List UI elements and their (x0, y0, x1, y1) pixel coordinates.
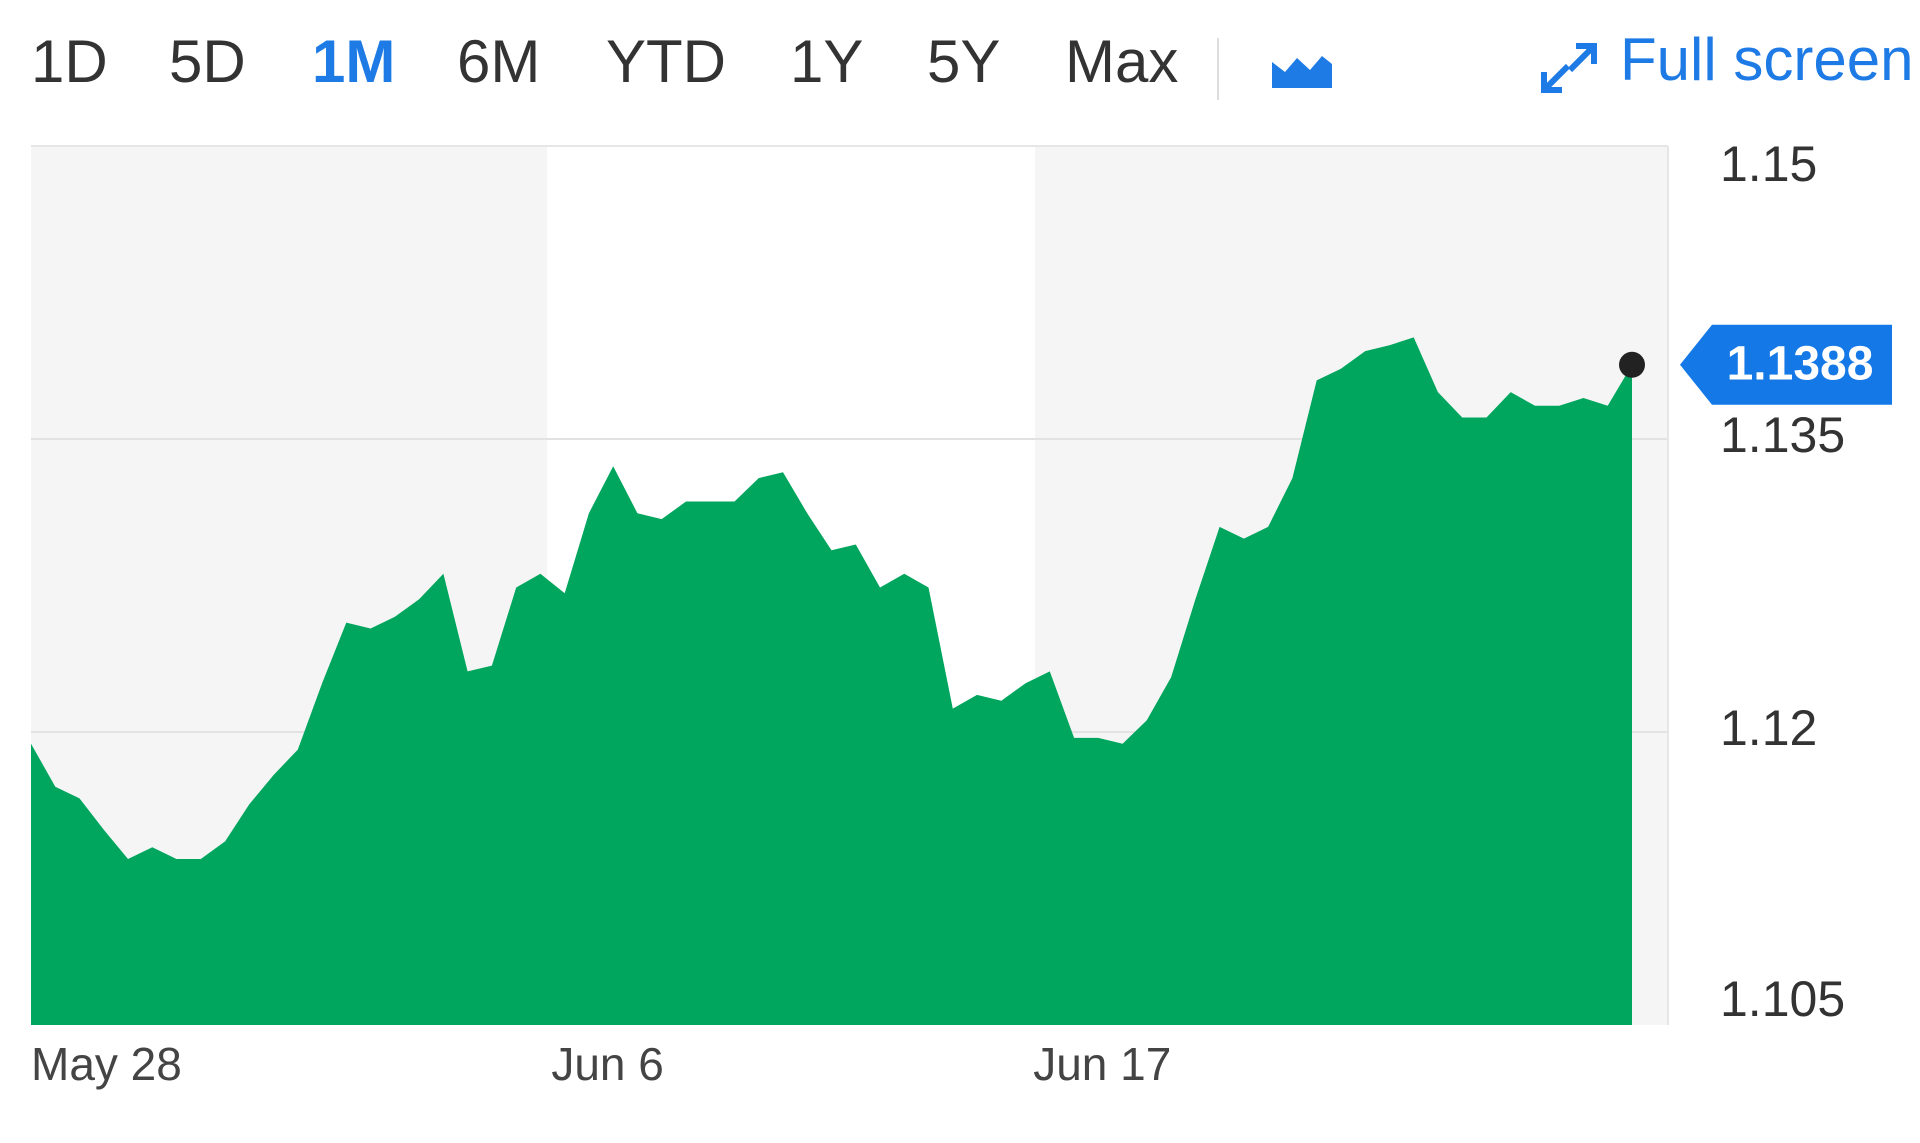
x-tick-label: Jun 17 (1033, 1038, 1171, 1090)
arrow-down (1541, 63, 1571, 93)
full-screen-icon[interactable] (1541, 43, 1597, 93)
last-price-tag (1680, 324, 1892, 405)
arrow-up (1567, 43, 1597, 73)
price-area (31, 337, 1632, 1025)
range-button[interactable]: 5Y (927, 28, 1000, 95)
range-button[interactable]: 6M (457, 28, 540, 95)
y-tick-label: 1.12 (1720, 700, 1817, 756)
x-tick-label: May 28 (31, 1038, 182, 1090)
area-icon (1272, 56, 1332, 88)
y-tick-label: 1.105 (1720, 971, 1845, 1027)
range-button[interactable]: 5D (169, 28, 246, 95)
last-price-dot (1619, 351, 1645, 378)
range-button[interactable]: 1M (312, 28, 395, 95)
chart-type-icon[interactable] (1272, 56, 1332, 88)
range-button[interactable]: Max (1065, 28, 1178, 95)
full-screen-button[interactable]: Full screen (1620, 26, 1913, 93)
range-button[interactable]: 1D (31, 28, 108, 95)
last-price-label: 1.1388 (1727, 337, 1874, 390)
range-button[interactable]: 1Y (790, 28, 863, 95)
range-button[interactable]: YTD (606, 28, 726, 95)
y-tick-label: 1.15 (1720, 136, 1817, 192)
y-tick-label: 1.135 (1720, 407, 1845, 463)
x-tick-label: Jun 6 (551, 1038, 664, 1090)
